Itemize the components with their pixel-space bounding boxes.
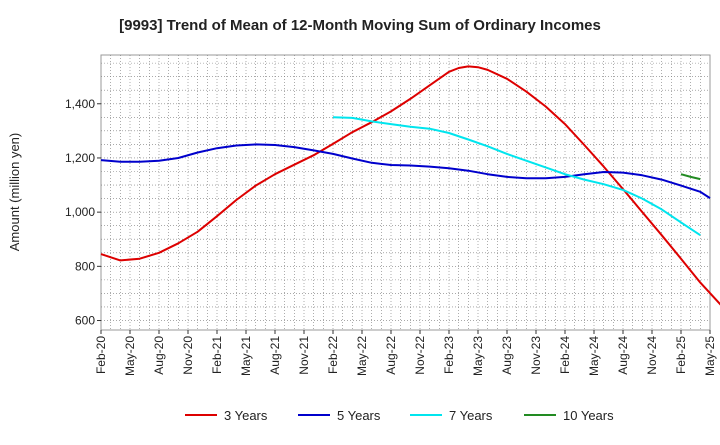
x-tick-label: May-20 — [123, 336, 137, 376]
x-tick-label: Nov-24 — [645, 336, 659, 375]
x-tick-label: Nov-21 — [297, 336, 311, 375]
x-tick-label: Nov-22 — [413, 336, 427, 375]
x-tick-label: Aug-24 — [616, 336, 630, 375]
series-line-3-years — [100, 65, 720, 306]
series-lines — [100, 65, 720, 306]
series-line-5-years — [100, 143, 711, 199]
y-axis-label: Amount (million yen) — [7, 133, 22, 252]
x-tick-label: Feb-24 — [558, 336, 572, 374]
legend-label-5-years: 5 Years — [337, 408, 381, 423]
x-tick-label: May-22 — [355, 336, 369, 376]
series-line-7-years — [332, 116, 701, 237]
y-tick-label: 1,000 — [65, 205, 95, 219]
x-tick-label: Feb-20 — [94, 336, 108, 374]
legend: 3 Years 5 Years 7 Years 10 Years — [185, 408, 614, 423]
y-tick-label: 1,200 — [65, 151, 95, 165]
x-tick-label: Aug-22 — [384, 336, 398, 375]
x-tick-label: May-24 — [587, 336, 601, 376]
x-tick-label: Aug-23 — [500, 336, 514, 375]
x-axis-ticks: Feb-20 May-20 Aug-20 Nov-20 Feb-21 May-21 Aug-… — [94, 330, 717, 376]
legend-label-3-years: 3 Years — [224, 408, 268, 423]
x-tick-label: Feb-23 — [442, 336, 456, 374]
y-tick-label: 800 — [75, 259, 95, 273]
x-tick-label: Feb-25 — [674, 336, 688, 374]
x-tick-label: Nov-20 — [181, 336, 195, 375]
grid — [101, 55, 710, 330]
y-tick-label: 1,400 — [65, 97, 95, 111]
legend-label-10-years: 10 Years — [563, 408, 614, 423]
plot-area — [100, 54, 711, 331]
x-tick-label: Aug-21 — [268, 336, 282, 375]
series-line-10-years — [680, 173, 701, 181]
legend-label-7-years: 7 Years — [449, 408, 493, 423]
x-tick-label: Aug-20 — [152, 336, 166, 375]
x-tick-label: Feb-21 — [210, 336, 224, 374]
x-tick-label: May-21 — [239, 336, 253, 376]
y-tick-label: 600 — [75, 314, 95, 328]
x-tick-label: Nov-23 — [529, 336, 543, 375]
x-tick-label: Feb-22 — [326, 336, 340, 374]
x-tick-label: May-25 — [703, 336, 717, 376]
chart-title: [9993] Trend of Mean of 12-Month Moving … — [119, 17, 601, 34]
x-tick-label: May-23 — [471, 336, 485, 376]
y-axis-ticks: 600 800 1,000 1,200 1,400 — [65, 97, 101, 328]
